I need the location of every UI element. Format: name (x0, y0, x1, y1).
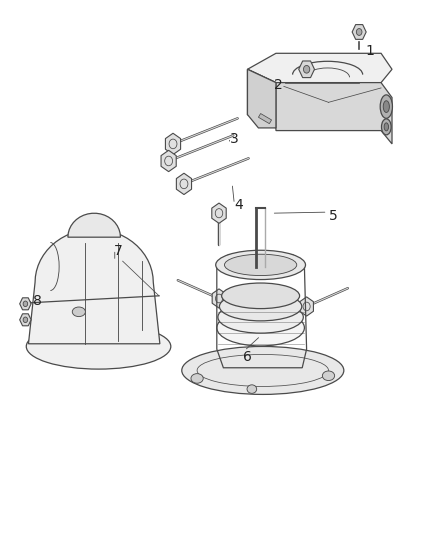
Polygon shape (161, 150, 176, 172)
Polygon shape (299, 61, 314, 78)
Ellipse shape (247, 385, 257, 393)
Polygon shape (20, 298, 31, 310)
Circle shape (23, 317, 28, 322)
Circle shape (303, 302, 310, 311)
Ellipse shape (26, 324, 171, 369)
Polygon shape (68, 213, 120, 237)
Ellipse shape (225, 254, 297, 276)
Ellipse shape (322, 371, 335, 381)
Text: 2: 2 (274, 78, 283, 92)
Ellipse shape (217, 310, 304, 346)
Text: 1: 1 (366, 44, 374, 58)
Ellipse shape (380, 95, 392, 118)
Ellipse shape (216, 250, 305, 279)
Text: 4: 4 (234, 198, 243, 212)
Ellipse shape (72, 307, 85, 317)
Circle shape (180, 179, 188, 189)
Polygon shape (247, 69, 276, 128)
Ellipse shape (222, 283, 300, 309)
Polygon shape (224, 254, 240, 271)
Polygon shape (28, 229, 160, 344)
Ellipse shape (383, 101, 389, 112)
Text: 7: 7 (114, 244, 123, 257)
Polygon shape (212, 289, 226, 308)
Polygon shape (276, 83, 392, 144)
Text: 8: 8 (33, 294, 42, 308)
Polygon shape (20, 314, 31, 326)
Polygon shape (247, 69, 276, 128)
Text: 3: 3 (230, 132, 239, 146)
Circle shape (215, 208, 223, 218)
Circle shape (169, 139, 177, 149)
Polygon shape (352, 25, 366, 39)
Circle shape (165, 156, 173, 166)
Ellipse shape (384, 123, 389, 131)
Text: 6: 6 (243, 350, 252, 364)
Ellipse shape (191, 374, 203, 383)
Ellipse shape (219, 292, 302, 321)
Ellipse shape (381, 119, 391, 135)
Text: 5: 5 (328, 209, 337, 223)
Ellipse shape (218, 301, 303, 333)
Polygon shape (300, 297, 314, 316)
Ellipse shape (182, 346, 344, 394)
Polygon shape (247, 53, 392, 83)
Circle shape (215, 294, 223, 303)
Polygon shape (281, 254, 297, 271)
Polygon shape (258, 114, 272, 124)
Circle shape (357, 29, 362, 35)
Polygon shape (177, 173, 191, 195)
Circle shape (304, 66, 310, 73)
Polygon shape (212, 203, 226, 223)
Polygon shape (166, 133, 180, 155)
Circle shape (23, 301, 28, 306)
